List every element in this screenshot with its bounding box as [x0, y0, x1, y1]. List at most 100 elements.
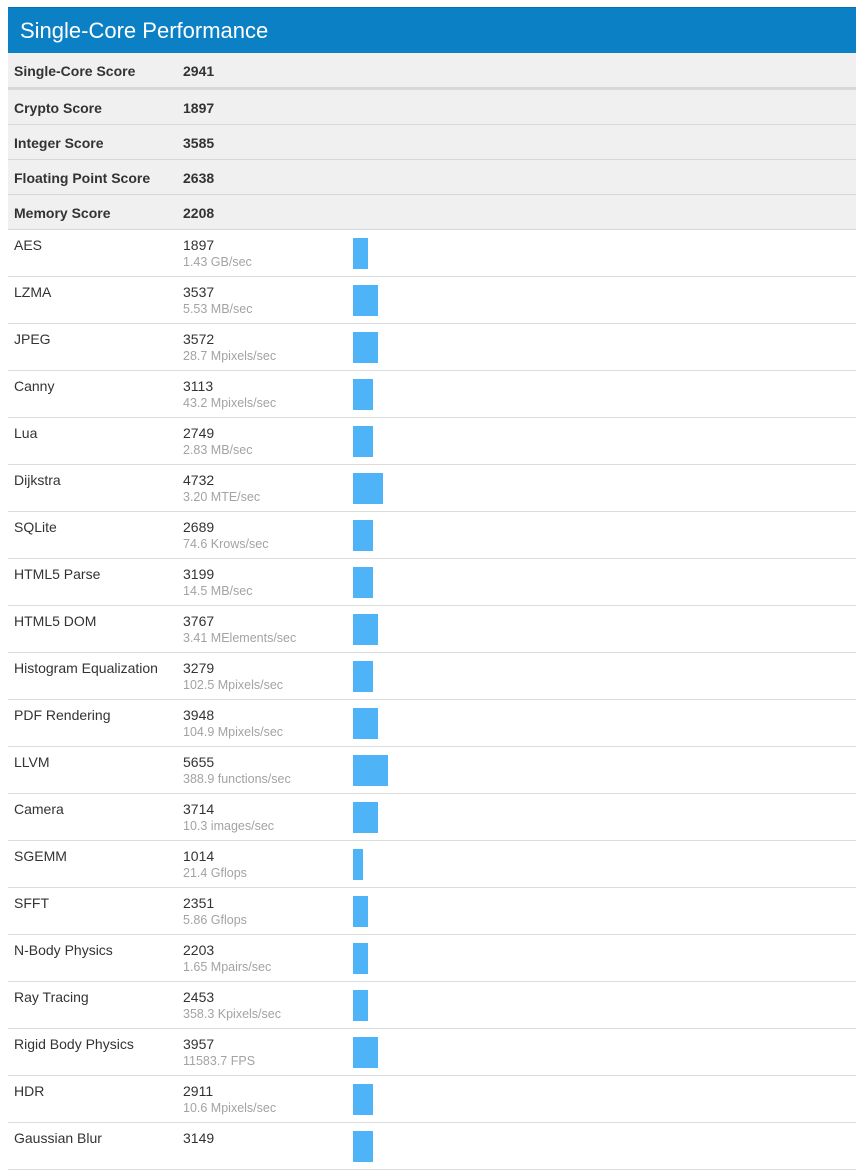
score-label: Crypto Score: [14, 100, 102, 116]
benchmark-throughput: 10.3 images/sec: [183, 819, 275, 833]
benchmark-score-bar: [353, 426, 373, 457]
score-value: 1897: [183, 100, 215, 116]
benchmark-name: PDF Rendering: [14, 707, 111, 723]
benchmark-throughput: 28.7 Mpixels/sec: [183, 349, 277, 363]
benchmark-score: 3537: [183, 284, 215, 300]
benchmark-throughput: 11583.7 FPS: [183, 1054, 256, 1068]
benchmark-throughput: 388.9 functions/sec: [183, 772, 291, 786]
benchmark-name: Gaussian Blur: [14, 1130, 102, 1146]
benchmark-score: 3957: [183, 1036, 215, 1052]
benchmark-score: 3948: [183, 707, 215, 723]
benchmark-score-bar: [353, 943, 368, 974]
benchmark-score: 5655: [183, 754, 215, 770]
benchmark-name: Canny: [14, 378, 55, 394]
benchmark-row: AES 1897 1.43 GB/sec: [8, 230, 856, 277]
benchmark-throughput: 358.3 Kpixels/sec: [183, 1007, 281, 1021]
benchmark-score: 2351: [183, 895, 215, 911]
benchmark-throughput: 43.2 Mpixels/sec: [183, 396, 277, 410]
benchmark-row: SQLite 2689 74.6 Krows/sec: [8, 512, 856, 559]
benchmark-throughput: 1.43 GB/sec: [183, 255, 252, 269]
benchmark-row: Lua 2749 2.83 MB/sec: [8, 418, 856, 465]
benchmark-score: 3149: [183, 1130, 215, 1146]
benchmark-score-bar: [353, 473, 383, 504]
benchmark-score-bar: [353, 802, 378, 833]
benchmark-score: 3113: [183, 378, 214, 394]
score-row-single-core: Single-Core Score 2941: [8, 53, 856, 90]
benchmark-score: 2203: [183, 942, 215, 958]
benchmark-row: Camera 3714 10.3 images/sec: [8, 794, 856, 841]
benchmark-row: Canny 3113 43.2 Mpixels/sec: [8, 371, 856, 418]
score-row-memory: Memory Score 2208: [8, 195, 856, 230]
section-header: Single-Core Performance: [8, 7, 856, 53]
score-value: 2208: [183, 205, 215, 221]
single-core-panel: Single-Core Performance Single-Core Scor…: [8, 7, 856, 1170]
score-value: 2638: [183, 170, 215, 186]
benchmark-row: HTML5 Parse 3199 14.5 MB/sec: [8, 559, 856, 606]
benchmark-score-bar: [353, 990, 368, 1021]
benchmark-row: Rigid Body Physics 3957 11583.7 FPS: [8, 1029, 856, 1076]
benchmark-score-bar: [353, 379, 373, 410]
benchmark-throughput: 10.6 Mpixels/sec: [183, 1101, 277, 1115]
benchmark-name: LLVM: [14, 754, 50, 770]
benchmark-row: Gaussian Blur 3149: [8, 1123, 856, 1170]
benchmark-row: Ray Tracing 2453 358.3 Kpixels/sec: [8, 982, 856, 1029]
benchmark-throughput: 1.65 Mpairs/sec: [183, 960, 272, 974]
benchmark-name: Dijkstra: [14, 472, 61, 488]
benchmark-score-bar: [353, 896, 368, 927]
benchmark-score: 3572: [183, 331, 215, 347]
benchmark-list: AES 1897 1.43 GB/sec LZMA 3537 5.53 MB/sec JPE…: [8, 230, 856, 1170]
benchmark-name: HTML5 Parse: [14, 566, 101, 582]
benchmark-throughput: 14.5 MB/sec: [183, 584, 253, 598]
benchmark-throughput: 102.5 Mpixels/sec: [183, 678, 284, 692]
benchmark-score: 3714: [183, 801, 215, 817]
score-row-integer: Integer Score 3585: [8, 125, 856, 160]
benchmark-name: AES: [14, 237, 43, 253]
score-label: Integer Score: [14, 135, 104, 151]
benchmark-score-bar: [353, 661, 373, 692]
benchmark-score-bar: [353, 849, 363, 880]
benchmark-score-bar: [353, 1084, 373, 1115]
benchmark-name: Lua: [14, 425, 38, 441]
benchmark-score-bar: [353, 708, 378, 739]
benchmark-name: HTML5 DOM: [14, 613, 97, 629]
benchmark-throughput: 3.20 MTE/sec: [183, 490, 261, 504]
benchmark-row: HTML5 DOM 3767 3.41 MElements/sec: [8, 606, 856, 653]
score-label: Memory Score: [14, 205, 111, 221]
score-value: 3585: [183, 135, 215, 151]
score-value: 2941: [183, 63, 215, 79]
benchmark-score-bar: [353, 755, 388, 786]
benchmark-score-bar: [353, 567, 373, 598]
benchmark-score-bar: [353, 332, 378, 363]
benchmark-score-bar: [353, 238, 368, 269]
benchmark-throughput: 5.86 Gflops: [183, 913, 247, 927]
benchmark-score-bar: [353, 614, 378, 645]
benchmark-row: Dijkstra 4732 3.20 MTE/sec: [8, 465, 856, 512]
benchmark-name: Camera: [14, 801, 64, 817]
benchmark-name: HDR: [14, 1083, 45, 1099]
benchmark-name: LZMA: [14, 284, 52, 300]
benchmark-row: LZMA 3537 5.53 MB/sec: [8, 277, 856, 324]
benchmark-name: SQLite: [14, 519, 57, 535]
benchmark-score-bar: [353, 285, 378, 316]
benchmark-score: 2689: [183, 519, 215, 535]
benchmark-score: 4732: [183, 472, 215, 488]
benchmark-name: Ray Tracing: [14, 989, 89, 1005]
benchmark-name: Histogram Equalization: [14, 660, 158, 676]
benchmark-throughput: 104.9 Mpixels/sec: [183, 725, 284, 739]
benchmark-throughput: 2.83 MB/sec: [183, 443, 253, 457]
score-row-crypto: Crypto Score 1897: [8, 90, 856, 125]
benchmark-name: N-Body Physics: [14, 942, 113, 958]
benchmark-throughput: 74.6 Krows/sec: [183, 537, 269, 551]
score-label: Single-Core Score: [14, 63, 136, 79]
benchmark-score: 3279: [183, 660, 215, 676]
benchmark-name: SFFT: [14, 895, 49, 911]
benchmark-row: JPEG 3572 28.7 Mpixels/sec: [8, 324, 856, 371]
benchmark-score-bar: [353, 520, 373, 551]
section-title: Single-Core Performance: [20, 18, 269, 43]
benchmark-throughput: 5.53 MB/sec: [183, 302, 253, 316]
benchmark-row: PDF Rendering 3948 104.9 Mpixels/sec: [8, 700, 856, 747]
benchmark-score: 2911: [183, 1083, 214, 1099]
benchmark-name: Rigid Body Physics: [14, 1036, 134, 1052]
benchmark-row: HDR 2911 10.6 Mpixels/sec: [8, 1076, 856, 1123]
benchmark-score: 3767: [183, 613, 215, 629]
